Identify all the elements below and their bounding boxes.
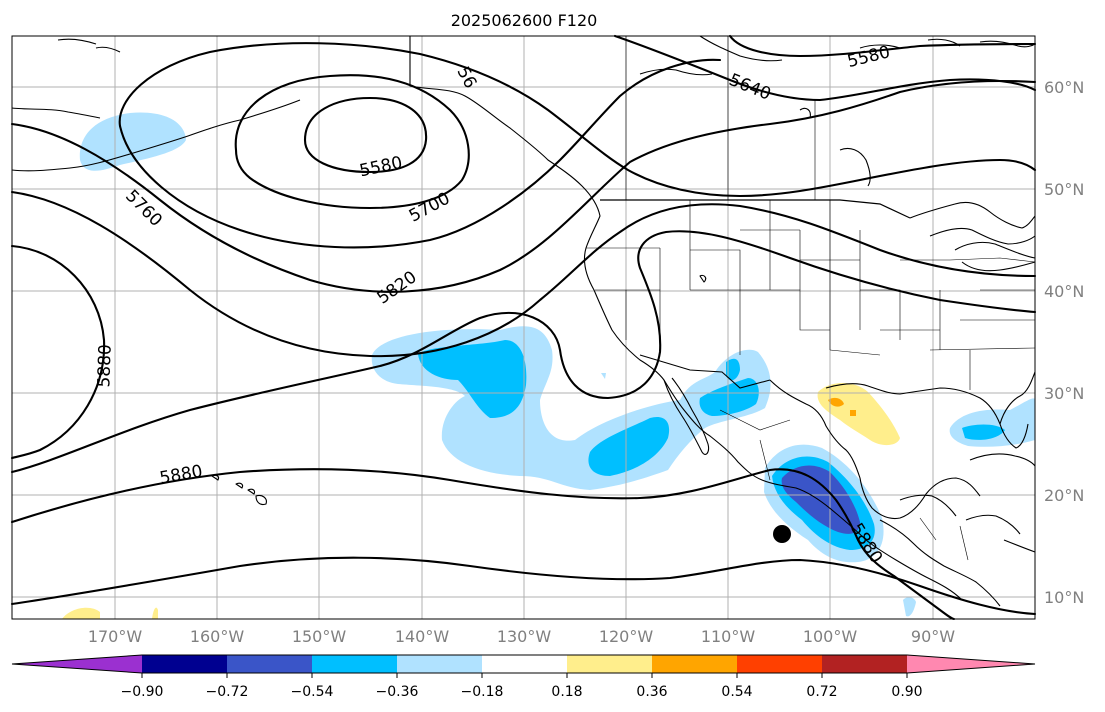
yellow-patch (152, 607, 158, 619)
colorbar-label: 0.18 (551, 684, 582, 700)
lon-label: 140°W (395, 627, 450, 646)
lon-label: 130°W (497, 627, 552, 646)
colorbar-label: 0.72 (806, 684, 837, 700)
latitude-axis: 60°N 50°N 40°N 30°N 20°N 10°N (1044, 78, 1084, 607)
lat-label: 30°N (1044, 384, 1084, 403)
lon-label: 110°W (701, 627, 756, 646)
contour-label: 5880 (94, 344, 115, 388)
colorbar: −0.90 −0.72 −0.54 −0.36 −0.18 0.18 0.36 0.54 0.7… (11, 654, 1036, 700)
colorbar-segment (737, 655, 822, 673)
colorbar-segment (397, 655, 482, 673)
colorbar-segment (822, 655, 907, 673)
colorbar-extend-low (12, 655, 142, 673)
colorbar-label: −0.18 (461, 684, 504, 700)
colorbar-segment (227, 655, 312, 673)
storm-center-marker (773, 525, 791, 543)
lat-label: 20°N (1044, 486, 1084, 505)
light-blue-patch (903, 597, 916, 617)
lat-label: 60°N (1044, 78, 1084, 97)
lat-label: 40°N (1044, 282, 1084, 301)
lat-label: 50°N (1044, 180, 1084, 199)
yellow-patch (62, 607, 100, 619)
colorbar-segment (482, 655, 567, 673)
mid-blue-patch (588, 416, 670, 476)
map-title: 2025062600 F120 (451, 11, 598, 30)
colorbar-label: −0.72 (206, 684, 249, 700)
light-blue-patch (79, 112, 186, 171)
lon-label: 150°W (292, 627, 347, 646)
orange-patch (850, 410, 856, 416)
mid-blue-patch (418, 340, 527, 418)
lon-label: 90°W (911, 627, 955, 646)
colorbar-segment (567, 655, 652, 673)
mid-blue-patch (962, 424, 1005, 440)
light-blue-patch (601, 373, 606, 379)
lon-label: 120°W (599, 627, 654, 646)
map-frame (11, 35, 1036, 620)
colorbar-segment (312, 655, 397, 673)
colorbar-label: −0.90 (121, 684, 164, 700)
lon-label: 100°W (803, 627, 858, 646)
colorbar-segment (652, 655, 737, 673)
colorbar-label: −0.54 (291, 684, 334, 700)
colorbar-label: 0.36 (636, 684, 667, 700)
height-contours (10, 34, 1037, 621)
lat-label: 10°N (1044, 588, 1084, 607)
lon-label: 160°W (190, 627, 245, 646)
colorbar-label: 0.54 (721, 684, 752, 700)
orange-patch (828, 397, 844, 407)
colorbar-label: 0.90 (891, 684, 922, 700)
colorbar-label: −0.36 (376, 684, 419, 700)
lon-label: 170°W (88, 627, 143, 646)
map-panel: 5580 5640 5580 56 5700 5760 5820 5880 58… (10, 34, 1037, 621)
longitude-axis: 170°W 160°W 150°W 140°W 130°W 120°W 110°… (88, 627, 955, 646)
colorbar-segment (142, 655, 227, 673)
political-borders (409, 36, 1036, 561)
colorbar-extend-high (907, 655, 1035, 673)
mid-blue-patch (726, 358, 740, 381)
